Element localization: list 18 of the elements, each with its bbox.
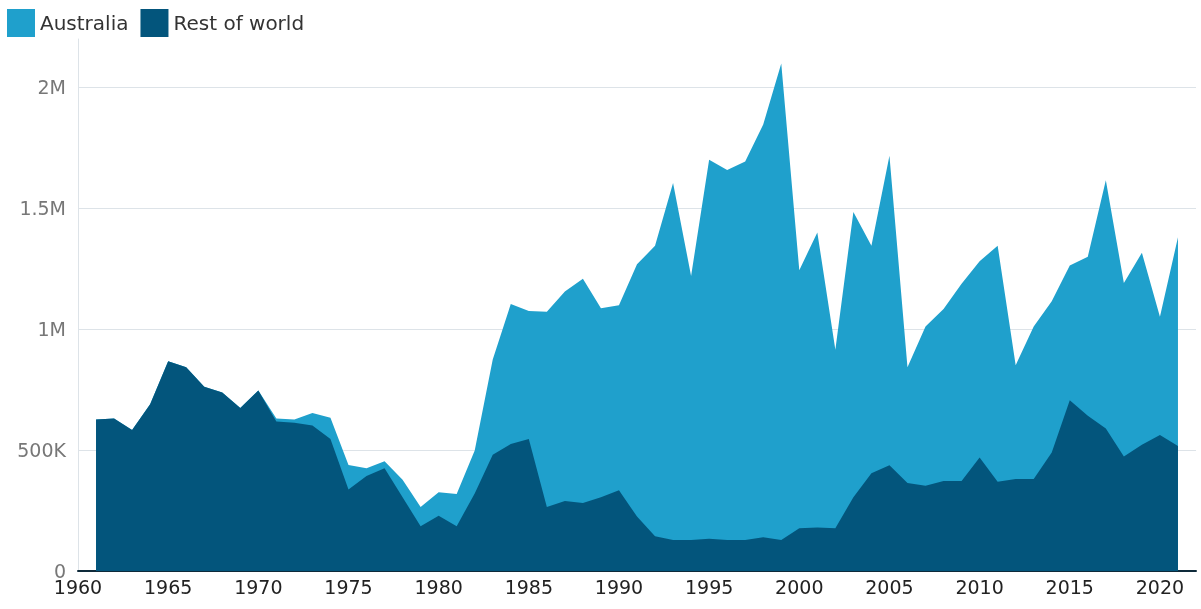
x-tick-label: 1965 bbox=[143, 575, 193, 598]
x-tick-label: 2020 bbox=[1135, 575, 1185, 598]
y-tick-label: 500K bbox=[17, 439, 67, 462]
x-tick-label: 2015 bbox=[1045, 575, 1094, 598]
x-tick-label: 1985 bbox=[504, 575, 553, 598]
legend-label: Rest of world bbox=[173, 11, 305, 35]
x-tick-label: 1995 bbox=[684, 575, 734, 598]
x-tick-label: 1970 bbox=[234, 575, 283, 598]
x-tick-label: 2010 bbox=[955, 575, 1004, 598]
x-tick-label: 1990 bbox=[594, 575, 644, 598]
x-tick-label: 1980 bbox=[414, 575, 463, 598]
y-tick-label: 1M bbox=[37, 318, 66, 341]
y-tick-label: 1.5M bbox=[19, 197, 66, 220]
y-tick-label: 2M bbox=[37, 76, 66, 99]
x-tick-label: 2000 bbox=[775, 575, 824, 598]
x-tick-label: 1975 bbox=[324, 575, 373, 598]
legend-label: Australia bbox=[40, 11, 129, 35]
x-tick-label: 2005 bbox=[865, 575, 914, 598]
